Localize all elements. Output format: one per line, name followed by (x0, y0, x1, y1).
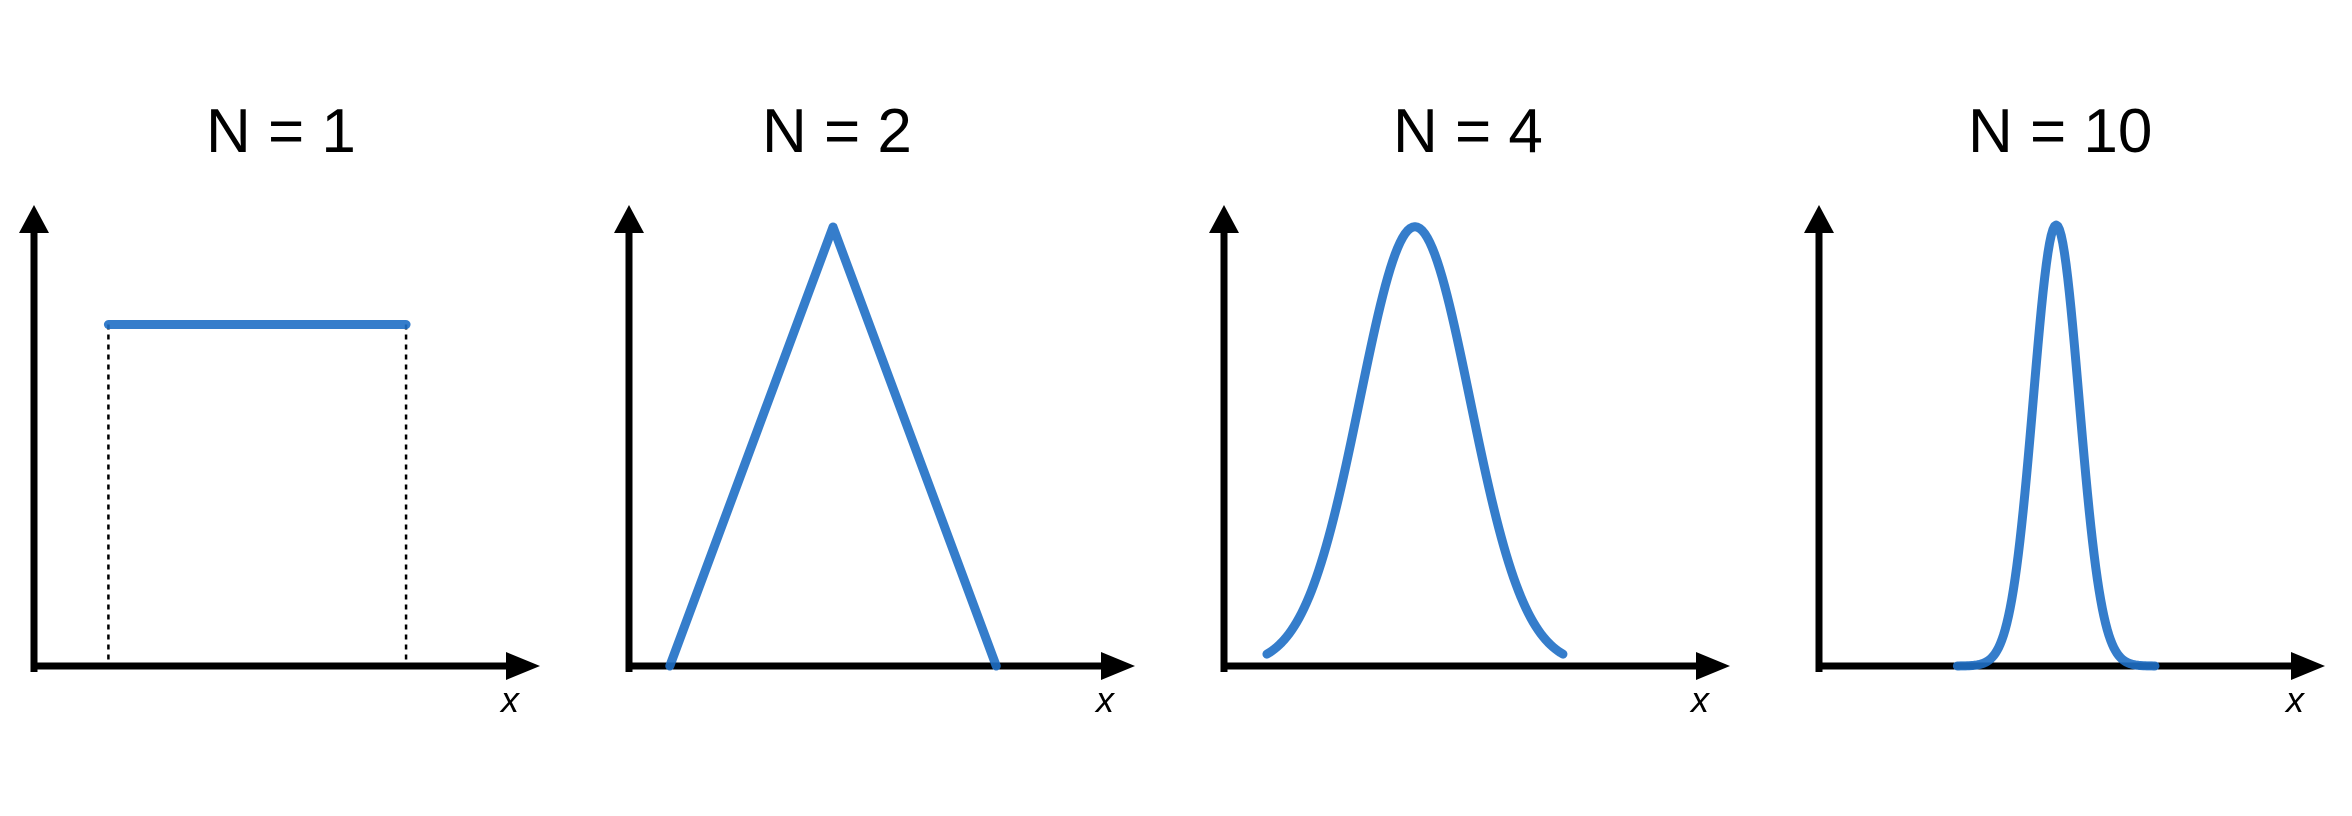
chart-title: N = 2 (762, 97, 912, 166)
chart-title: N = 1 (206, 97, 356, 166)
y-axis-arrowhead (19, 205, 49, 233)
chart-title: N = 10 (1968, 97, 2153, 166)
y-axis-arrowhead (614, 205, 644, 233)
x-axis-label: x (499, 679, 521, 720)
chart-panel-2: N = 2 x (595, 0, 1155, 816)
x-axis-label: x (1094, 679, 1116, 720)
chart-plot: x (1209, 205, 1730, 720)
distribution-curve (1262, 222, 1568, 659)
chart-plot: x (1804, 205, 2325, 720)
distribution-curve (1952, 220, 2160, 671)
distribution-curve (665, 222, 1001, 671)
x-axis-arrowhead (1696, 652, 1730, 680)
chart-plot: x (614, 205, 1135, 720)
chart-panel-1: N = 1 x (0, 0, 560, 816)
chart-title: N = 4 (1393, 97, 1543, 166)
x-axis-label: x (1689, 679, 1711, 720)
y-axis-arrowhead (1804, 205, 1834, 233)
x-axis-label: x (2284, 679, 2306, 720)
x-axis-arrowhead (2291, 652, 2325, 680)
chart-plot: x (19, 205, 540, 720)
x-axis-arrowhead (506, 652, 540, 680)
chart-panel-3: N = 4 x (1190, 0, 1750, 816)
chart-panel-4: N = 10 x (1785, 0, 2345, 816)
x-axis-arrowhead (1101, 652, 1135, 680)
y-axis-arrowhead (1209, 205, 1239, 233)
